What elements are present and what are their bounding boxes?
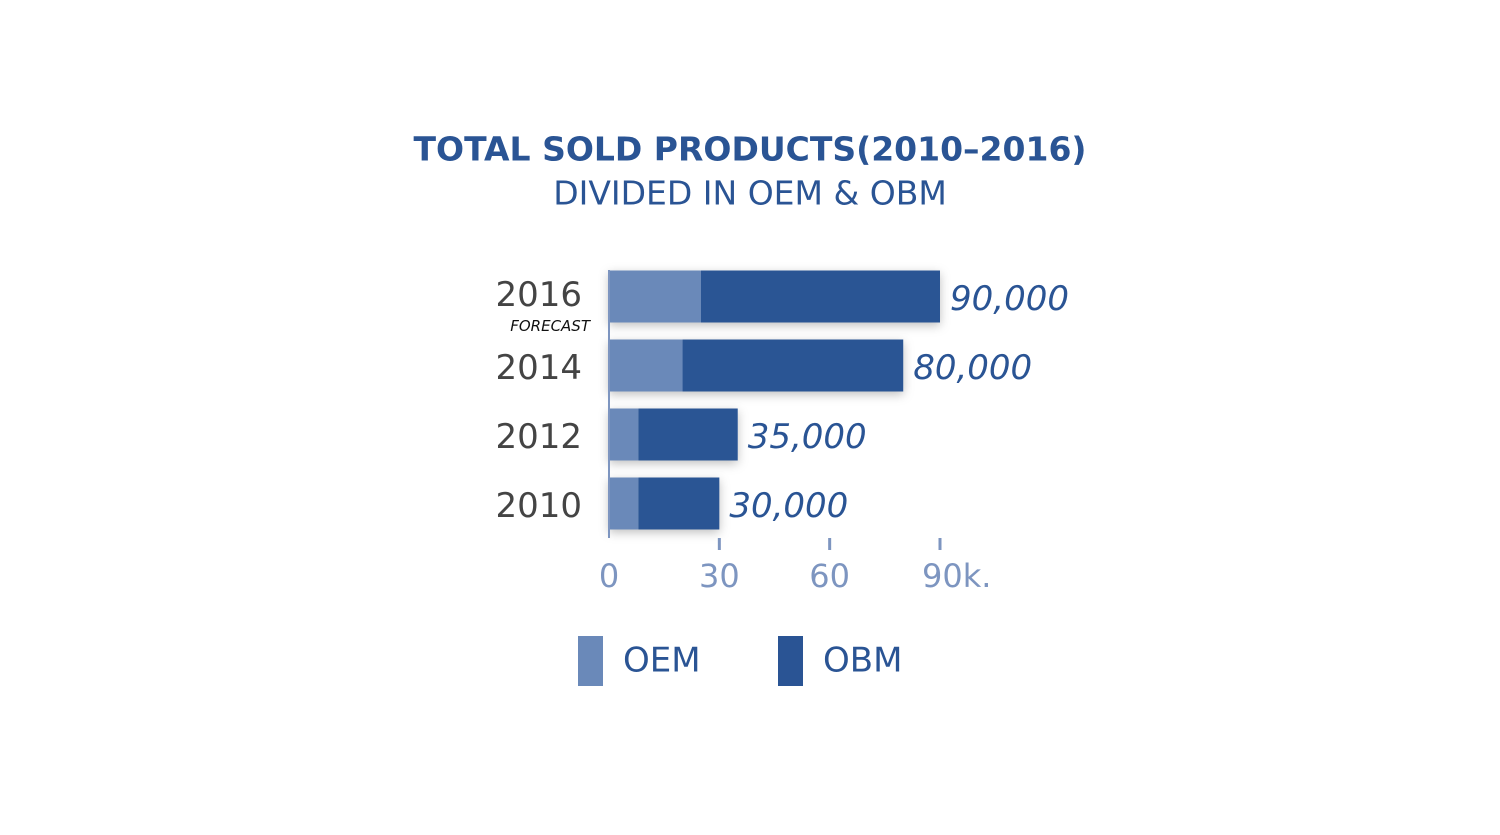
y-tick-label: 2012 xyxy=(495,417,582,457)
bar-segment xyxy=(609,339,683,392)
chart-subtitle: DIVIDED IN OEM & OBM xyxy=(553,174,947,213)
value-label: 30,000 xyxy=(729,486,848,526)
bar-segment xyxy=(682,339,904,392)
y-tick-label: 2014 xyxy=(495,348,582,388)
y-tick-label: 2010 xyxy=(495,486,582,526)
value-label: 90,000 xyxy=(950,279,1069,319)
legend-swatch xyxy=(778,636,803,686)
legend-swatch xyxy=(578,636,603,686)
chart-title: TOTAL SOLD PRODUCTS(2010–2016) xyxy=(414,130,1087,169)
bar-segment xyxy=(700,270,940,323)
bar-segment xyxy=(638,408,738,461)
legend-label: OEM xyxy=(623,641,701,681)
value-label: 35,000 xyxy=(748,417,867,457)
y-tick-label: 2016 xyxy=(495,275,582,315)
x-tick-label: 60 xyxy=(809,557,850,595)
x-tick-label: 0 xyxy=(599,557,619,595)
x-tick-label: 30 xyxy=(699,557,740,595)
legend-label: OBM xyxy=(823,641,902,681)
bar-segment xyxy=(638,477,720,530)
category-note: FORECAST xyxy=(510,317,592,335)
bar-group xyxy=(609,477,720,530)
bar-segment xyxy=(609,270,701,323)
bar-segment xyxy=(609,408,639,461)
x-tick-label: 90k. xyxy=(922,557,991,595)
value-label: 80,000 xyxy=(913,348,1032,388)
bar-group xyxy=(609,270,940,323)
bar-group xyxy=(609,339,904,392)
bar-segment xyxy=(609,477,639,530)
bar-group xyxy=(609,408,738,461)
